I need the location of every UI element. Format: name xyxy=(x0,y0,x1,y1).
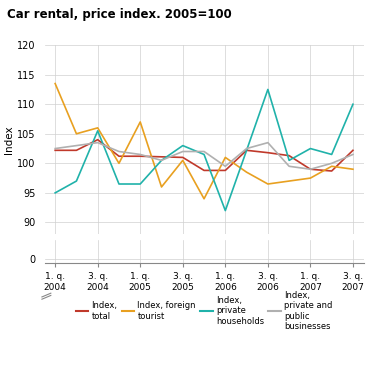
Y-axis label: Index: Index xyxy=(4,125,14,154)
Legend: Index,
total, Index, foreign
tourist, Index,
private
households, Index,
private : Index, total, Index, foreign tourist, In… xyxy=(72,288,336,334)
Text: Car rental, price index. 2005=100: Car rental, price index. 2005=100 xyxy=(7,8,232,21)
